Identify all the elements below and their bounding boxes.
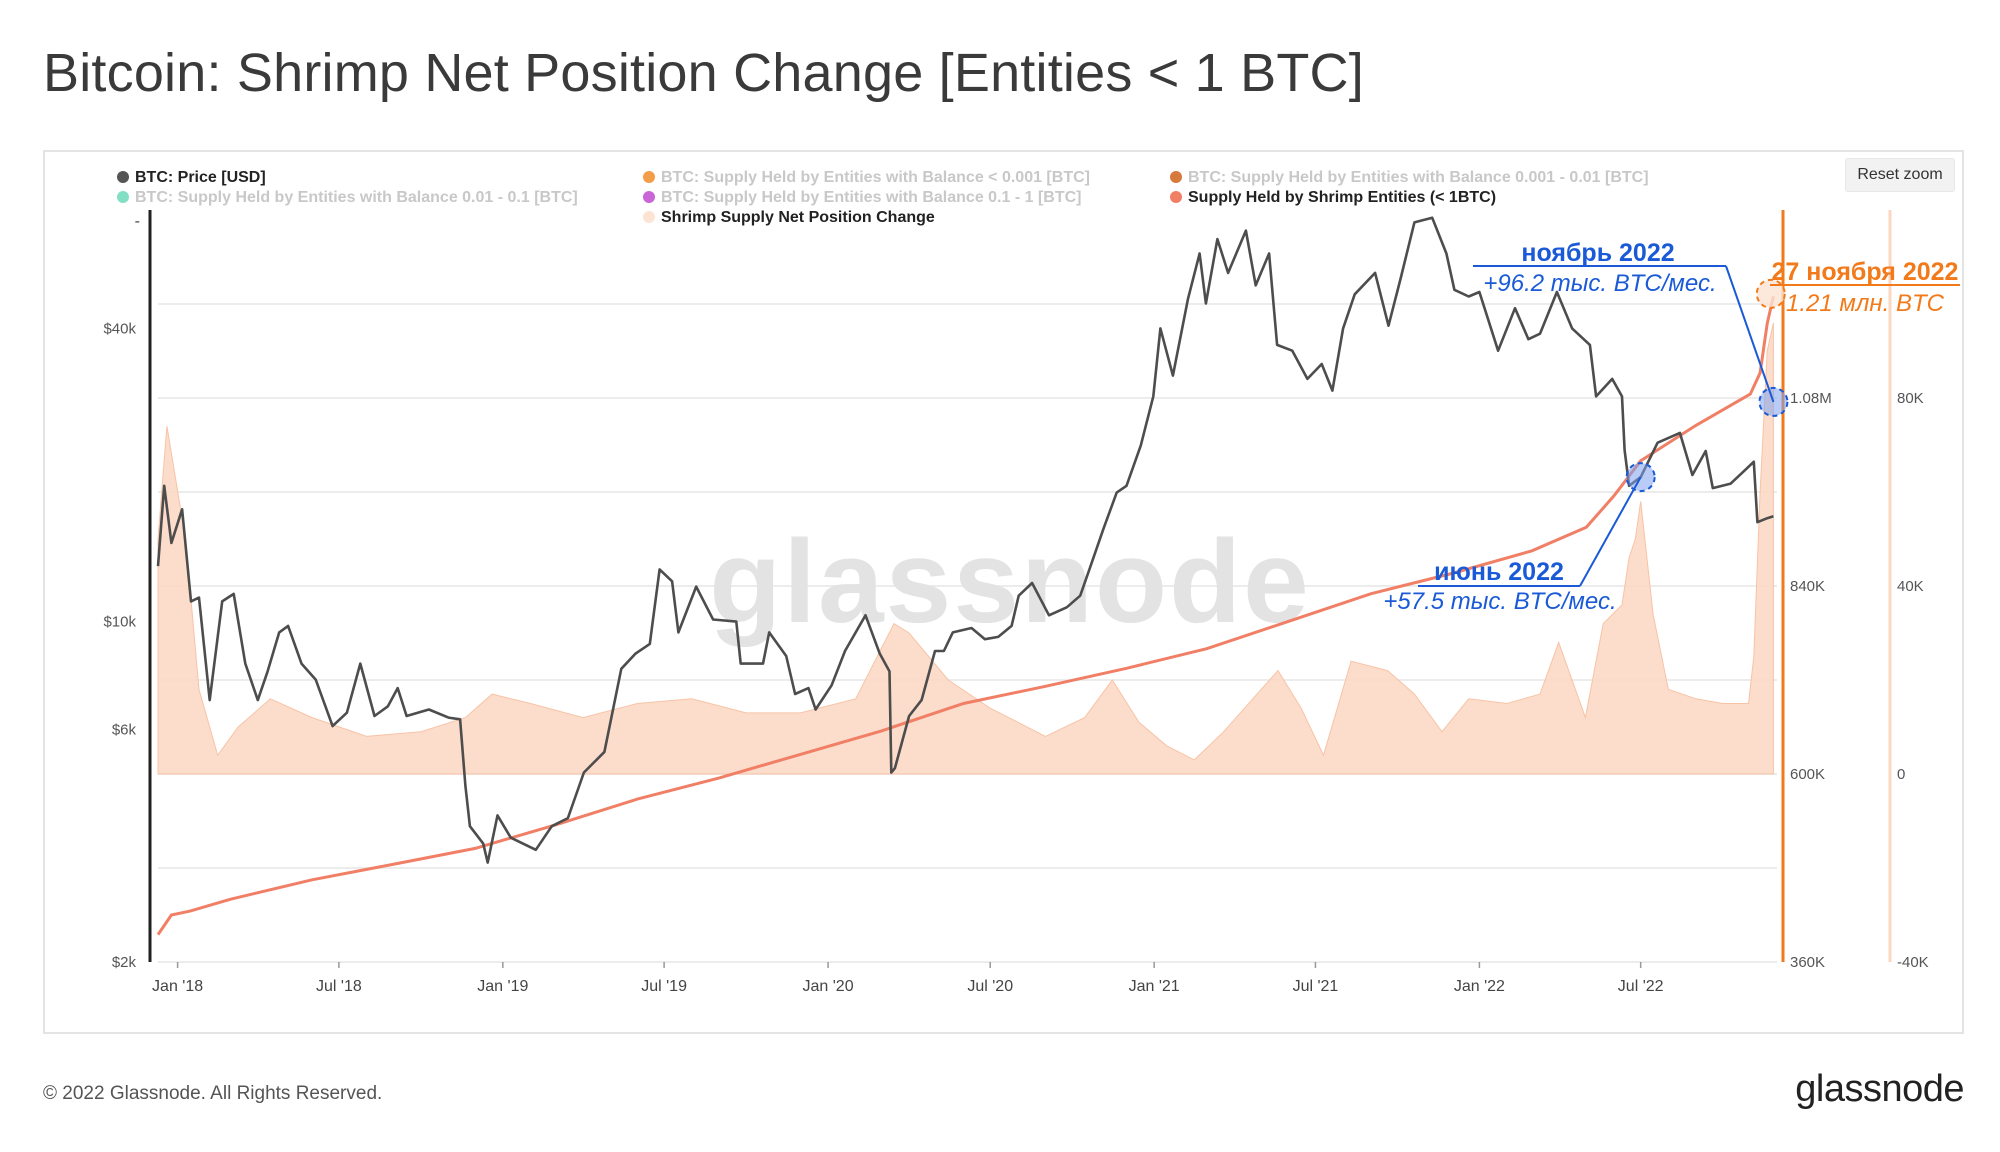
legend-swatch xyxy=(643,191,655,203)
legend-swatch xyxy=(643,171,655,183)
legend-item-shrimp-supply[interactable]: Supply Held by Shrimp Entities (< 1BTC) xyxy=(1170,188,1496,208)
copyright-text: © 2022 Glassnode. All Rights Reserved. xyxy=(43,1083,383,1104)
glassnode-logo: glassnode xyxy=(1795,1068,1964,1110)
legend-label: BTC: Price [USD] xyxy=(135,169,266,186)
legend-swatch xyxy=(1170,171,1182,183)
legend-swatch xyxy=(1170,191,1182,203)
reset-zoom-button[interactable]: Reset zoom xyxy=(1845,158,1955,192)
legend-label: BTC: Supply Held by Entities with Balanc… xyxy=(661,189,1082,206)
legend-label: BTC: Supply Held by Entities with Balanc… xyxy=(661,169,1090,186)
legend-label: Shrimp Supply Net Position Change xyxy=(661,209,935,226)
legend-swatch xyxy=(117,191,129,203)
legend-item-net-position-change[interactable]: Shrimp Supply Net Position Change xyxy=(643,208,935,228)
legend-swatch xyxy=(117,171,129,183)
legend-label: BTC: Supply Held by Entities with Balanc… xyxy=(135,189,578,206)
legend-item-btc-price[interactable]: BTC: Price [USD] xyxy=(117,168,266,188)
page-title: Bitcoin: Shrimp Net Position Change [Ent… xyxy=(43,43,1364,103)
legend-label: Supply Held by Shrimp Entities (< 1BTC) xyxy=(1188,189,1497,206)
legend-item-supply-lt-0001[interactable]: BTC: Supply Held by Entities with Balanc… xyxy=(643,168,1090,188)
legend-label: BTC: Supply Held by Entities with Balanc… xyxy=(1188,169,1649,186)
legend-item-supply-001-01[interactable]: BTC: Supply Held by Entities with Balanc… xyxy=(117,188,578,208)
chart-legend: BTC: Price [USD] BTC: Supply Held by Ent… xyxy=(45,152,1962,232)
legend-item-supply-01-1[interactable]: BTC: Supply Held by Entities with Balanc… xyxy=(643,188,1082,208)
chart-panel: BTC: Price [USD] BTC: Supply Held by Ent… xyxy=(43,150,1964,1034)
legend-swatch xyxy=(643,211,655,223)
legend-item-supply-0001-001[interactable]: BTC: Supply Held by Entities with Balanc… xyxy=(1170,168,1649,188)
